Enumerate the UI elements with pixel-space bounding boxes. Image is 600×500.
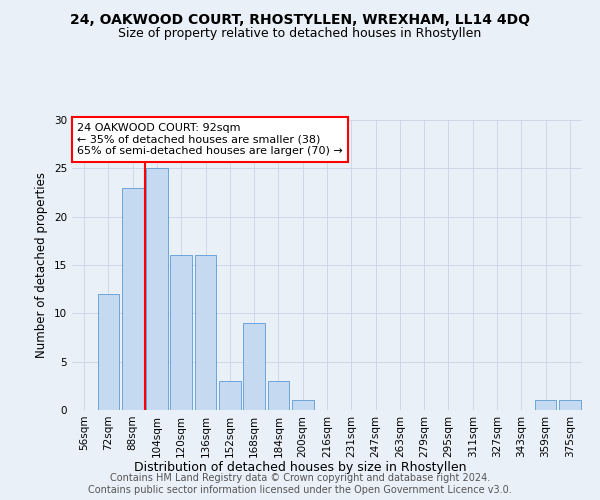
Bar [122,188,143,410]
Y-axis label: Number of detached properties: Number of detached properties [35,172,49,358]
Bar [194,256,217,410]
Bar [243,323,265,410]
Text: 24, OAKWOOD COURT, RHOSTYLLEN, WREXHAM, LL14 4DQ: 24, OAKWOOD COURT, RHOSTYLLEN, WREXHAM, … [70,12,530,26]
Text: Contains HM Land Registry data © Crown copyright and database right 2024.
Contai: Contains HM Land Registry data © Crown c… [88,474,512,495]
Bar [292,400,314,410]
Bar [219,381,241,410]
Text: Size of property relative to detached houses in Rhostyllen: Size of property relative to detached ho… [118,28,482,40]
Bar [268,381,289,410]
Bar [97,294,119,410]
Text: Distribution of detached houses by size in Rhostyllen: Distribution of detached houses by size … [134,461,466,474]
Text: 24 OAKWOOD COURT: 92sqm
← 35% of detached houses are smaller (38)
65% of semi-de: 24 OAKWOOD COURT: 92sqm ← 35% of detache… [77,123,343,156]
Bar [559,400,581,410]
Bar [535,400,556,410]
Bar [146,168,168,410]
Bar [170,256,192,410]
